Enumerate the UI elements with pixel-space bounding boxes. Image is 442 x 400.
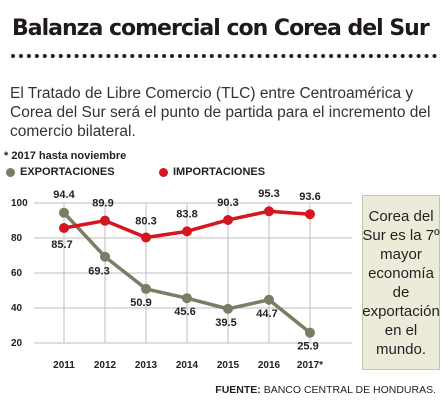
legend-exports-marker [6, 167, 15, 177]
x-tick-label: 2015 [217, 360, 240, 371]
imports-point [182, 226, 192, 237]
footnote: * 2017 hasta noviembre [4, 150, 127, 162]
y-tick-label: 20 [11, 338, 23, 349]
exports-point [59, 207, 69, 218]
imports-data-label: 93.6 [299, 191, 320, 203]
imports-data-label: 83.8 [176, 208, 197, 220]
y-tick-label: 40 [11, 303, 23, 314]
imports-point [59, 223, 69, 234]
exports-data-label: 69.3 [88, 266, 109, 278]
exports-point [264, 294, 274, 305]
exports-point [223, 303, 233, 314]
exports-data-label: 45.6 [174, 306, 195, 318]
imports-point [141, 232, 151, 243]
legend-imports-label: IMPORTACIONES [173, 166, 266, 178]
imports-point [100, 215, 110, 226]
x-tick-label: 2017* [297, 360, 323, 371]
source-text: BANCO CENTRAL DE HONDURAS. [260, 384, 436, 396]
legend-imports: IMPORTACIONES [159, 166, 265, 178]
description: El Tratado de Libre Comercio (TLC) entre… [10, 85, 431, 140]
imports-point [223, 214, 233, 225]
imports-data-label: 80.3 [135, 215, 156, 227]
legend-imports-marker [159, 167, 168, 177]
exports-data-label: 39.5 [215, 317, 236, 329]
x-tick-label: 2012 [94, 360, 117, 371]
callout-text: Corea del Sur es la 7º mayor economía de… [362, 207, 440, 358]
x-tick-label: 2014 [176, 360, 199, 371]
title-divider [11, 54, 437, 58]
imports-data-label: 85.7 [51, 239, 72, 251]
exports-point [100, 251, 110, 262]
exports-data-label: 25.9 [297, 341, 318, 353]
legend-exports-label: EXPORTACIONES [20, 166, 115, 178]
exports-point [182, 293, 192, 304]
exports-point [141, 283, 151, 294]
imports-point [264, 206, 274, 217]
source-note: FUENTE: BANCO CENTRAL DE HONDURAS. [215, 384, 436, 396]
imports-data-label: 95.3 [258, 188, 279, 200]
x-tick-label: 2013 [135, 360, 158, 371]
imports-data-label: 90.3 [217, 197, 238, 209]
y-tick-label: 100 [11, 198, 28, 209]
imports-data-label: 89.9 [92, 198, 113, 210]
exports-point [305, 327, 315, 338]
callout-box: Corea del Sur es la 7º mayor economía de… [362, 195, 440, 370]
x-tick-label: 2016 [258, 360, 281, 371]
imports-point [305, 209, 315, 220]
chart-title: Balanza comercial con Corea del Sur [12, 16, 430, 41]
exports-data-label: 94.4 [53, 189, 75, 201]
x-tick-label: 2011 [53, 360, 75, 371]
exports-data-label: 44.7 [256, 308, 277, 320]
legend-exports: EXPORTACIONES [6, 166, 115, 178]
y-tick-label: 60 [11, 268, 23, 279]
source-label: FUENTE: [215, 384, 261, 396]
exports-data-label: 50.9 [130, 297, 151, 309]
y-tick-label: 80 [11, 233, 23, 244]
